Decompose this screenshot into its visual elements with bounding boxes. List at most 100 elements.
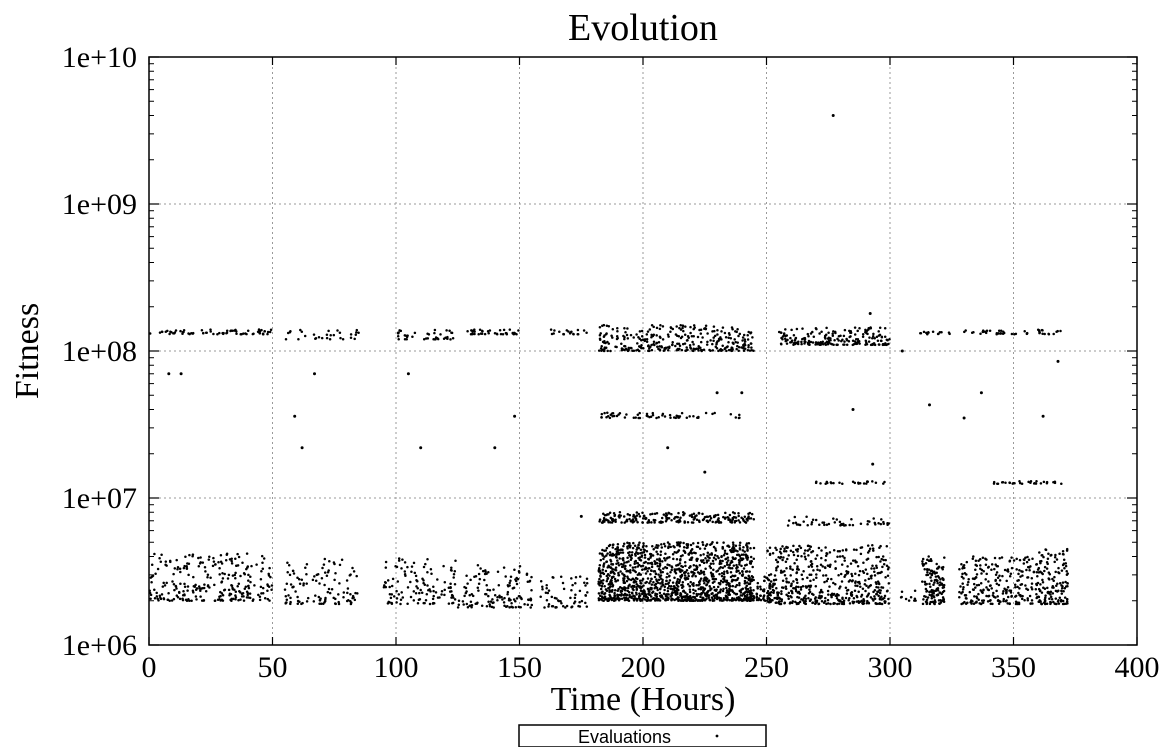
scatter-point: [779, 547, 782, 551]
scatter-point: [958, 590, 961, 594]
scatter-point: [694, 574, 697, 578]
scatter-point: [328, 559, 331, 563]
scatter-point: [979, 582, 983, 585]
scatter-point: [775, 566, 778, 570]
scatter-point: [752, 557, 756, 560]
scatter-point: [174, 584, 178, 588]
scatter-point: [799, 586, 803, 589]
scatter-point: [932, 589, 935, 592]
scatter-point: [1010, 595, 1013, 598]
scatter-point: [941, 596, 945, 599]
scatter-point: [1056, 582, 1059, 585]
scatter-point: [470, 332, 474, 336]
scatter-point: [768, 584, 772, 587]
scatter-point: [636, 552, 640, 555]
scatter-point: [569, 596, 572, 600]
scatter-point: [867, 326, 870, 330]
scatter-point: [247, 573, 250, 577]
scatter-point: [863, 582, 867, 586]
scatter-point: [808, 588, 811, 591]
scatter-point: [505, 332, 509, 336]
scatter-point: [681, 565, 685, 569]
scatter-point: [961, 588, 965, 591]
scatter-point: [406, 565, 409, 569]
scatter-point: [584, 584, 587, 587]
scatter-point: [658, 345, 661, 348]
scatter-point: [926, 568, 929, 572]
scatter-point: [823, 334, 827, 338]
scatter-point: [720, 574, 724, 578]
scatter-point: [666, 348, 670, 352]
scatter-point: [244, 332, 247, 335]
scatter-point: [514, 579, 518, 583]
scatter-point: [670, 519, 673, 522]
scatter-point: [865, 482, 868, 485]
scatter-point: [631, 566, 635, 569]
scatter-point: [414, 574, 418, 578]
scatter-point: [819, 590, 823, 593]
scatter-point: [743, 582, 747, 585]
scatter-point: [980, 572, 983, 575]
scatter-point: [727, 341, 730, 344]
scatter-point: [870, 567, 873, 570]
scatter-point: [609, 585, 612, 588]
scatter-point: [787, 581, 791, 584]
scatter-point: [251, 599, 255, 602]
scatter-point: [646, 599, 649, 602]
scatter-point: [412, 599, 416, 602]
scatter-point: [266, 583, 269, 586]
scatter-point: [679, 516, 682, 520]
scatter-point: [617, 574, 621, 577]
scatter-point: [666, 586, 670, 590]
scatter-point: [621, 348, 625, 351]
scatter-point: [992, 480, 996, 484]
scatter-point: [835, 518, 839, 521]
scatter-point: [856, 565, 860, 568]
scatter-point: [422, 565, 426, 569]
scatter-point: [661, 338, 665, 341]
scatter-point: [624, 598, 628, 601]
scatter-point: [687, 574, 690, 578]
scatter-point: [742, 345, 745, 348]
scatter-point: [618, 557, 621, 560]
scatter-point: [792, 521, 795, 525]
scatter-point: [207, 558, 211, 561]
scatter-point: [197, 585, 201, 588]
scatter-point: [715, 391, 719, 395]
scatter-point: [1009, 591, 1013, 594]
scatter-point: [716, 333, 719, 336]
scatter-point: [527, 598, 530, 601]
scatter-point: [466, 606, 470, 609]
scatter-point: [987, 588, 991, 592]
scatter-point: [834, 582, 837, 586]
scatter-point: [450, 566, 453, 569]
scatter-point: [880, 570, 883, 574]
scatter-point: [716, 585, 720, 589]
scatter-point: [659, 550, 663, 553]
scatter-point: [1057, 571, 1061, 575]
scatter-point: [1045, 560, 1049, 564]
scatter-point: [1018, 481, 1022, 485]
scatter-point: [218, 331, 221, 335]
scatter-point: [629, 564, 632, 567]
scatter-point: [645, 580, 648, 584]
scatter-point: [461, 600, 465, 603]
scatter-point: [604, 347, 607, 350]
scatter-point: [857, 601, 861, 604]
scatter-point: [597, 349, 601, 352]
scatter-point: [923, 568, 926, 571]
scatter-point: [885, 545, 889, 548]
scatter-point: [715, 347, 719, 350]
scatter-point: [819, 341, 822, 344]
scatter-point: [704, 411, 708, 415]
scatter-point: [693, 595, 697, 599]
scatter-point: [383, 584, 386, 587]
scatter-point: [709, 588, 712, 592]
scatter-point: [927, 559, 931, 563]
scatter-point: [453, 582, 457, 586]
scatter-point: [1029, 565, 1032, 568]
scatter-point: [544, 591, 548, 594]
scatter-point: [684, 564, 687, 568]
scatter-point: [690, 521, 694, 524]
scatter-point: [622, 334, 625, 338]
